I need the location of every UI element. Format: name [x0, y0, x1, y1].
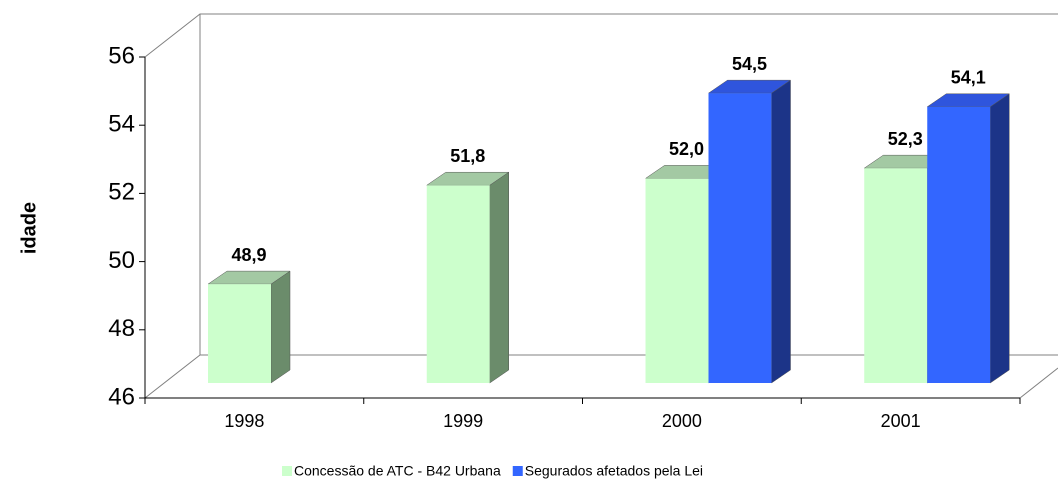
- y-tick-label: 52: [108, 179, 135, 206]
- bar-side: [489, 171, 509, 384]
- y-axis-title: idade: [18, 202, 40, 254]
- value-label: 52,0: [669, 139, 704, 159]
- floor-right: [1019, 367, 1058, 399]
- legend-swatch: [282, 466, 292, 476]
- y-tick-label: 56: [108, 42, 135, 69]
- back-wall-top: [144, 13, 1058, 58]
- x-tick-label: 2000: [662, 411, 702, 431]
- x-tick-label: 1999: [443, 411, 483, 431]
- value-label: 52,3: [888, 129, 923, 149]
- bar: [708, 93, 772, 384]
- y-tick-label: 46: [108, 383, 135, 410]
- value-label: 48,9: [231, 245, 266, 265]
- legend-label: Concessão de ATC - B42 Urbana: [294, 463, 501, 479]
- bar-side: [990, 93, 1010, 384]
- bar: [864, 168, 928, 383]
- legend-label: Segurados afetados pela Lei: [525, 463, 703, 479]
- value-label: 54,1: [951, 68, 986, 88]
- y-tick-label: 54: [108, 111, 135, 138]
- y-tick-label: 48: [108, 315, 135, 342]
- bar-side: [270, 270, 291, 384]
- bar: [927, 106, 991, 383]
- bar: [426, 185, 490, 383]
- x-tick-label: 2001: [881, 411, 921, 431]
- bar-side: [771, 79, 791, 384]
- value-label: 54,5: [732, 54, 767, 74]
- y-tick-label: 50: [108, 247, 135, 274]
- x-tick-label: 1998: [224, 411, 264, 431]
- value-label: 51,8: [450, 146, 485, 166]
- bar: [208, 284, 271, 383]
- bar: [645, 178, 709, 383]
- legend-swatch: [512, 466, 523, 476]
